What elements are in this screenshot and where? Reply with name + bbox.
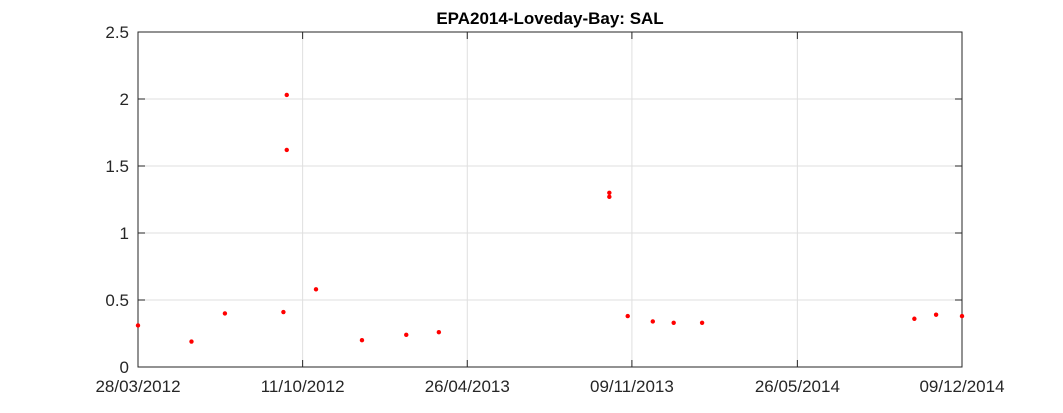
data-point bbox=[284, 147, 289, 153]
x-tick-label: 09/12/2014 bbox=[919, 377, 1004, 396]
data-points bbox=[135, 92, 965, 344]
y-tick-label: 2.5 bbox=[105, 23, 129, 42]
data-point bbox=[189, 339, 194, 344]
y-tick-label: 2 bbox=[120, 90, 129, 109]
x-tick-label: 26/05/2014 bbox=[755, 377, 840, 396]
y-tick-label: 1.5 bbox=[105, 157, 129, 176]
data-point bbox=[959, 313, 965, 319]
data-point bbox=[933, 312, 939, 317]
axis-ticks: 28/03/2012 11/10/2012 26/04/2013 09/11/2013… bbox=[95, 23, 1004, 396]
data-point bbox=[650, 319, 655, 324]
data-point bbox=[436, 329, 442, 335]
data-point bbox=[404, 332, 409, 338]
data-point bbox=[284, 92, 289, 98]
data-point bbox=[607, 190, 612, 195]
data-point bbox=[671, 320, 676, 325]
data-point bbox=[912, 316, 917, 321]
x-tick-label: 28/03/2012 bbox=[95, 377, 180, 396]
y-tick-label: 0.5 bbox=[105, 291, 129, 310]
grid-lines bbox=[138, 32, 962, 367]
x-tick-label: 09/11/2013 bbox=[590, 377, 674, 396]
x-tick-label: 26/04/2013 bbox=[425, 377, 510, 396]
data-point bbox=[607, 194, 612, 200]
data-point bbox=[135, 323, 141, 328]
data-point bbox=[281, 309, 286, 315]
plot-frame bbox=[137, 31, 963, 368]
chart-title: EPA2014-Loveday-Bay: SAL bbox=[436, 9, 663, 28]
data-point bbox=[699, 320, 705, 325]
data-point bbox=[313, 287, 319, 292]
y-tick-label: 0 bbox=[120, 358, 129, 377]
data-point bbox=[222, 311, 228, 316]
x-tick-label: 11/10/2012 bbox=[261, 377, 345, 396]
y-tick-label: 1 bbox=[120, 224, 129, 243]
data-point bbox=[625, 313, 630, 319]
data-point bbox=[359, 338, 365, 343]
